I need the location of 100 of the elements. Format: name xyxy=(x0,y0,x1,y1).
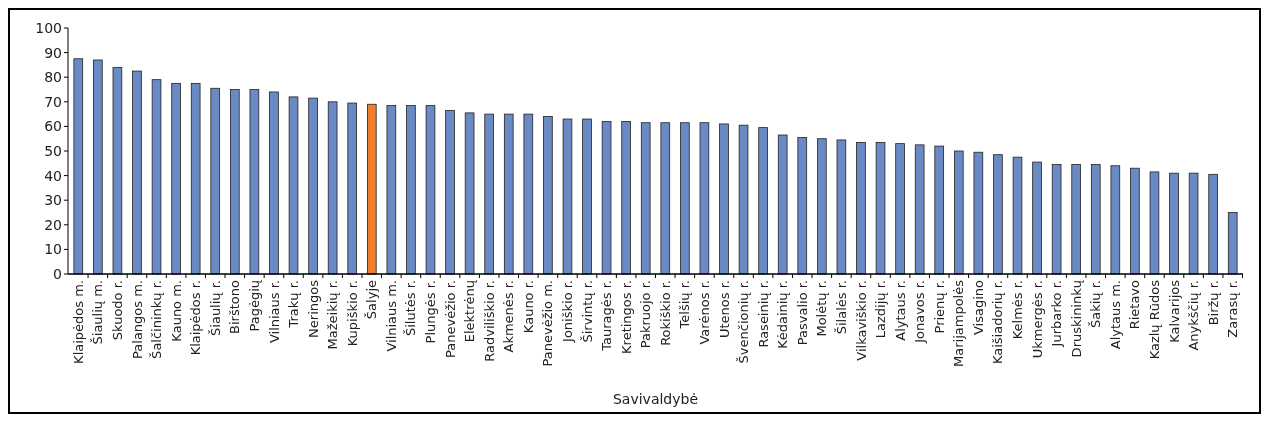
x-tick-label: Kalvarijos xyxy=(1166,279,1182,343)
x-tick-label: Neringos xyxy=(305,279,321,338)
bar xyxy=(308,97,318,275)
x-tick-label: Zarasų r. xyxy=(1225,280,1241,338)
x-tick-label: Visagino xyxy=(970,279,986,336)
y-tick-label: 20 xyxy=(44,216,62,233)
x-tick-label: Šakių r. xyxy=(1088,280,1104,329)
bar xyxy=(406,105,416,275)
bar xyxy=(1110,165,1121,275)
bar xyxy=(1169,172,1179,275)
bar xyxy=(503,113,514,275)
bar xyxy=(327,101,338,275)
x-tick-label: Biržų r. xyxy=(1205,280,1221,326)
bar xyxy=(1208,173,1218,275)
y-tick-label: 60 xyxy=(44,118,62,135)
bar xyxy=(112,66,123,275)
x-tick-label: Utenos r. xyxy=(716,280,732,338)
bar xyxy=(699,122,710,275)
bar xyxy=(1227,212,1238,275)
x-tick-label: Klaipėdos m. xyxy=(70,280,86,364)
x-tick-label: Šalyje xyxy=(364,280,380,320)
bar xyxy=(366,103,377,275)
x-tick-label: Rietavo xyxy=(1127,279,1143,330)
bar xyxy=(93,59,103,275)
bar xyxy=(640,122,651,275)
bar xyxy=(777,134,788,275)
y-tick-label: 80 xyxy=(44,69,62,86)
x-tick-label: Jonavos r. xyxy=(912,280,928,344)
x-tick-label: Lazdijų r. xyxy=(873,280,889,339)
x-tick-label: Alytaus r. xyxy=(892,280,908,341)
bar xyxy=(190,82,201,275)
bar xyxy=(660,122,671,275)
x-tick-label: Druskininkų xyxy=(1068,280,1084,358)
x-tick-label: Mažeikių r. xyxy=(325,280,341,350)
x-tick-label: Klaipėdos r. xyxy=(188,280,204,356)
y-tick-label: 10 xyxy=(44,241,62,258)
bar xyxy=(797,137,808,275)
x-tick-label: Kaišiadorių r. xyxy=(990,280,1006,365)
x-tick-label: Kėdainių r. xyxy=(775,280,791,349)
x-tick-label: Pagėgių xyxy=(246,280,262,332)
bar xyxy=(914,144,925,275)
x-tick-label: Joniškio r. xyxy=(560,280,575,343)
bar xyxy=(1051,164,1062,275)
x-tick-label: Šilalės r. xyxy=(833,280,849,335)
bar xyxy=(738,124,749,275)
bar xyxy=(425,105,436,275)
x-tick-label: Panevėžio r. xyxy=(442,280,458,358)
x-tick-label: Anykščių r. xyxy=(1186,280,1202,351)
x-tick-label: Šalčininkų r. xyxy=(149,280,165,359)
bar xyxy=(856,141,866,275)
x-tick-label: Kretingos r. xyxy=(618,280,634,354)
x-tick-label: Akmenės r. xyxy=(501,280,517,353)
x-tick-label: Tauragės r. xyxy=(599,280,615,352)
x-tick-label: Pasvalio r. xyxy=(794,280,810,346)
bar xyxy=(151,79,162,275)
bar xyxy=(230,89,240,275)
bar xyxy=(132,70,142,275)
bar xyxy=(1149,171,1160,275)
bar xyxy=(210,87,221,275)
x-tick-label: Ukmergės r. xyxy=(1029,280,1045,359)
x-tick-label: Birštono xyxy=(227,279,243,334)
x-axis-title: Savivaldybė xyxy=(612,391,699,407)
x-tick-label: Marijampolės xyxy=(951,279,967,367)
x-tick-label: Šiaulių r. xyxy=(207,280,223,336)
y-tick-label: 100 xyxy=(35,19,62,36)
y-tick-label: 0 xyxy=(53,265,62,282)
bar xyxy=(1130,167,1140,275)
bar xyxy=(249,89,260,275)
bar xyxy=(1090,164,1101,275)
bar xyxy=(386,105,397,275)
x-tick-label: Vilniaus r. xyxy=(266,280,282,344)
x-tick-label: Šilutės r. xyxy=(403,280,419,336)
x-tick-label: Prienų r. xyxy=(931,280,947,334)
x-tick-label: Rokiškio r. xyxy=(657,280,673,346)
bar xyxy=(1012,156,1023,275)
x-tick-label: Alytaus m. xyxy=(1107,280,1123,350)
y-tick-label: 90 xyxy=(44,44,62,61)
x-tick-label: Radviliškio r. xyxy=(481,280,497,362)
y-tick-label: 70 xyxy=(44,93,62,110)
bar xyxy=(934,145,945,275)
x-tick-label: Plungės r. xyxy=(423,280,439,344)
bar xyxy=(601,121,612,275)
x-tick-label: Pakruojo r. xyxy=(638,280,654,349)
bar xyxy=(582,118,592,275)
x-tick-label: Kupiškio r. xyxy=(344,280,360,347)
bar xyxy=(269,91,279,275)
bar xyxy=(719,123,729,275)
bar xyxy=(445,110,455,275)
bar xyxy=(347,102,358,275)
bar xyxy=(817,138,827,275)
x-tick-label: Švenčionių r. xyxy=(736,280,752,364)
bar xyxy=(758,127,768,275)
x-tick-label: Panevėžio m. xyxy=(540,280,556,367)
x-tick-label: Kelmės r. xyxy=(1010,280,1026,340)
x-tick-label: Jurbarko r. xyxy=(1049,280,1065,348)
bar xyxy=(523,113,534,275)
bar xyxy=(621,121,631,275)
x-tick-label: Molėtų r. xyxy=(814,280,830,337)
bar xyxy=(875,141,886,275)
x-tick-label: Kauno m. xyxy=(168,280,184,342)
